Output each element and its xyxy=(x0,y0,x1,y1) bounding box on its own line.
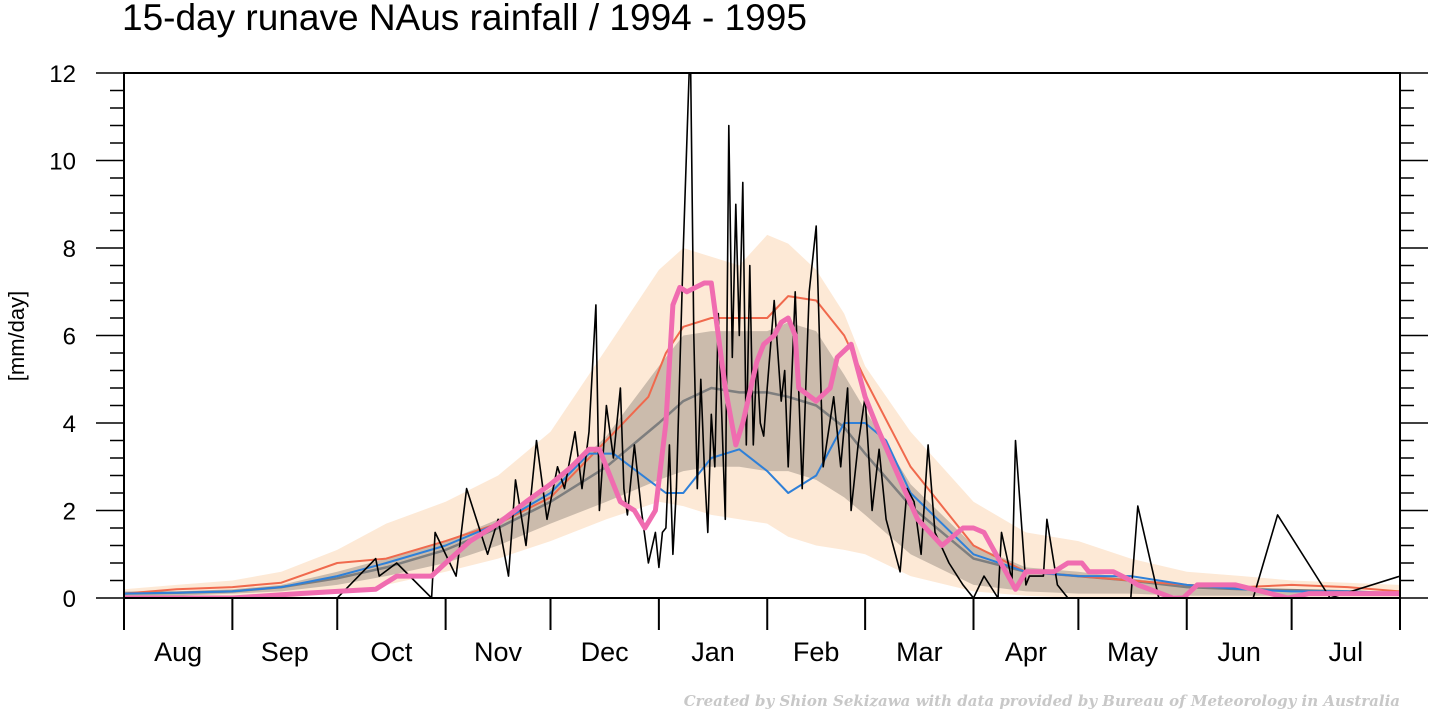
range-bands xyxy=(124,234,1400,598)
x-tick-label-nov: Nov xyxy=(474,637,523,667)
x-tick-label-feb: Feb xyxy=(793,637,840,667)
series-lines xyxy=(124,73,1400,598)
series-line-4 xyxy=(124,280,1400,598)
band-1 xyxy=(124,322,1400,596)
x-tick-label-sep: Sep xyxy=(261,637,309,667)
x-tick-label-apr: Apr xyxy=(1005,637,1047,667)
credit-text: Created by Shion Sekizawa with data prov… xyxy=(684,692,1400,710)
y-tick-label: 8 xyxy=(63,236,76,263)
x-tick-label-oct: Oct xyxy=(370,637,413,667)
x-tick-label-mar: Mar xyxy=(896,637,943,667)
x-tick-label-dec: Dec xyxy=(581,637,629,667)
y-tick-label: 10 xyxy=(49,149,76,176)
x-tick-label-aug: Aug xyxy=(154,637,202,667)
y-tick-label: 2 xyxy=(63,499,76,526)
x-tick-label-jan: Jan xyxy=(691,637,735,667)
y-tick-label: 12 xyxy=(49,61,76,88)
series-line-1 xyxy=(124,295,1400,595)
series-line-3 xyxy=(124,73,1400,598)
x-tick-label-may: May xyxy=(1107,637,1159,667)
x-tick-label-jul: Jul xyxy=(1329,637,1364,667)
y-tick-label: 4 xyxy=(63,411,76,438)
x-tick-label-jun: Jun xyxy=(1217,637,1261,667)
y-tick-label: 6 xyxy=(63,324,76,351)
y-tick-label: 0 xyxy=(63,586,76,613)
axes: 0 2 4 6 8 10 12 Aug Sep Oct Nov Dec Jan Feb Mar Apr May J… xyxy=(49,61,1428,667)
chart-title: 15-day runave NAus rainfall / 1994 - 199… xyxy=(122,0,807,38)
y-axis-label: [mm/day] xyxy=(4,291,29,381)
